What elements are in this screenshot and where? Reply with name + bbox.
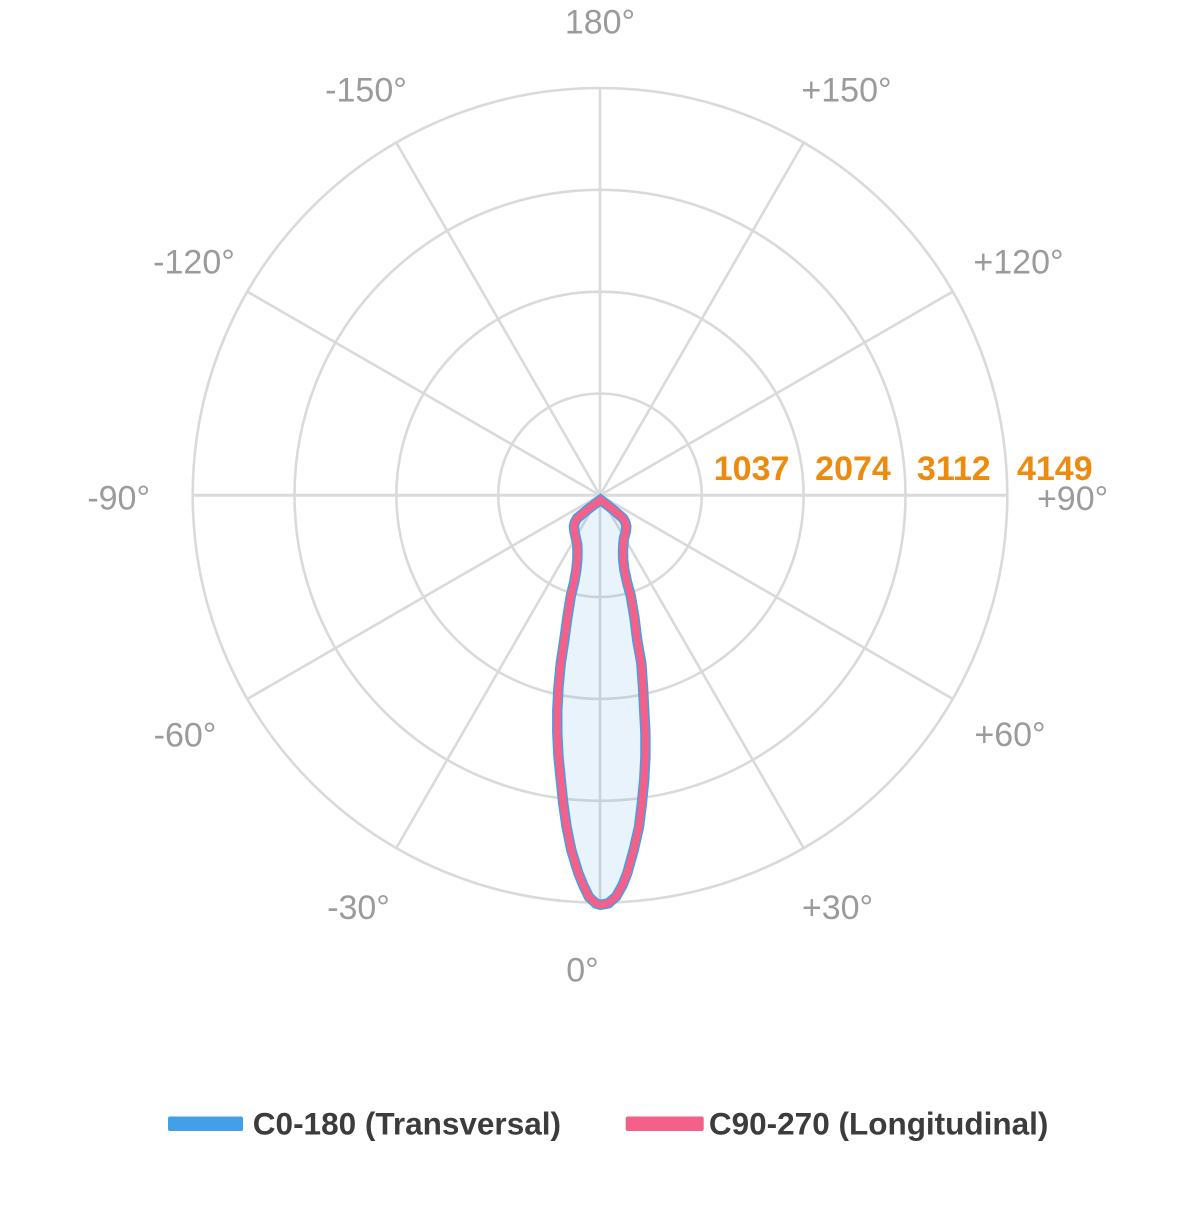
svg-text:+150°: +150° [801, 72, 891, 110]
svg-text:1037: 1037 [714, 450, 790, 488]
svg-text:2074: 2074 [815, 450, 891, 488]
svg-text:-120°: -120° [153, 244, 235, 282]
svg-text:-150°: -150° [325, 72, 407, 110]
svg-text:+30°: +30° [802, 889, 873, 927]
svg-text:+90°: +90° [1037, 480, 1108, 518]
svg-text:-90°: -90° [87, 480, 150, 518]
svg-text:+120°: +120° [973, 244, 1063, 282]
svg-text:C90-270 (Longitudinal): C90-270 (Longitudinal) [709, 1105, 1049, 1141]
svg-text:-30°: -30° [327, 889, 390, 927]
svg-text:4149: 4149 [1017, 450, 1093, 488]
svg-text:3112: 3112 [917, 450, 991, 488]
svg-text:0°: 0° [566, 952, 599, 990]
svg-text:+60°: +60° [974, 716, 1045, 754]
svg-text:-60°: -60° [154, 717, 217, 755]
svg-text:C0-180 (Transversal): C0-180 (Transversal) [253, 1105, 561, 1141]
svg-text:180°: 180° [565, 4, 635, 42]
